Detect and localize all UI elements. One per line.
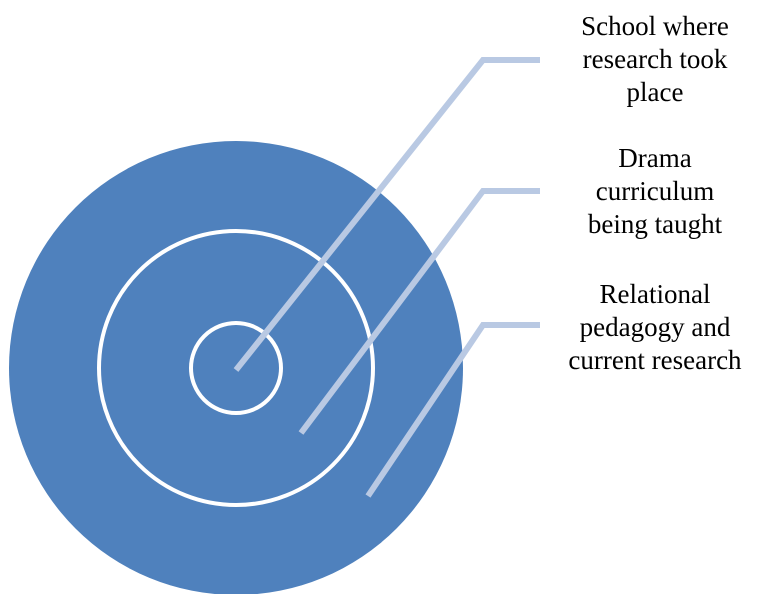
inner-circle: [189, 321, 283, 415]
leader-line-pedagogy: [365, 322, 540, 498]
label-drama-curriculum: Drama curriculum being taught: [587, 143, 723, 239]
leader-line-school: [233, 57, 540, 372]
label-relational-pedagogy: Relational pedagogy and current research: [568, 279, 742, 375]
middle-circle: [97, 229, 375, 507]
leader-line-curriculum: [298, 188, 540, 435]
label-school-where-research-took-place: School where research took place: [581, 11, 729, 107]
